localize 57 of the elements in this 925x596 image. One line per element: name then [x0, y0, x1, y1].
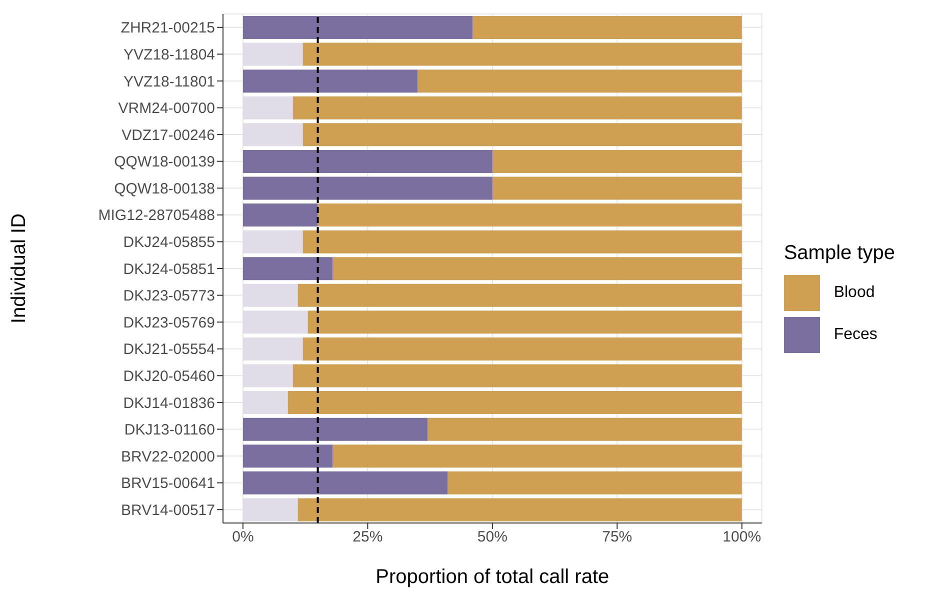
- y-tick-label: DKJ13-01160: [124, 422, 215, 439]
- y-tick-label: VRM24-00700: [118, 100, 215, 118]
- bar: [332, 257, 742, 280]
- bar: [242, 150, 492, 173]
- y-tick-label: VDZ17-00246: [122, 126, 215, 144]
- y-tick-label: DKJ20-05460: [123, 368, 215, 385]
- bar: [332, 444, 742, 468]
- y-tick-label: BRV22-02000: [121, 448, 215, 466]
- y-axis-title: Individual ID: [8, 213, 30, 324]
- bar: [492, 176, 742, 200]
- x-tick-label: 75%: [602, 528, 632, 546]
- bar: [302, 42, 742, 66]
- bar: [242, 176, 492, 200]
- y-tick-label: ZHR21-00215: [120, 20, 215, 37]
- y-tick-label: DKJ24-05855: [123, 234, 215, 252]
- y-tick-label: MIG12-28705488: [98, 207, 215, 224]
- y-tick-label: YVZ18-11801: [124, 73, 215, 90]
- bar: [418, 70, 742, 93]
- legend-title: Sample type: [784, 242, 895, 265]
- legend-label: Blood: [834, 284, 875, 302]
- bar: [298, 284, 742, 307]
- y-tick-label: DKJ23-05769: [123, 314, 215, 332]
- bar: [472, 16, 742, 39]
- y-tick-label: DKJ14-01836: [123, 394, 215, 412]
- x-tick-label: 25%: [352, 528, 383, 546]
- y-tick-label: QQW18-00139: [114, 154, 215, 171]
- y-tick-label: YVZ18-11804: [124, 46, 215, 64]
- y-tick-label: BRV14-00517: [121, 502, 215, 519]
- bar: [298, 498, 742, 522]
- x-tick-label: 0%: [232, 528, 254, 546]
- bar: [318, 204, 742, 227]
- bar: [242, 471, 448, 494]
- bar: [308, 310, 742, 334]
- bar: [302, 123, 742, 146]
- y-tick-label: DKJ24-05851: [123, 260, 215, 278]
- bar: [242, 70, 418, 93]
- bar: [242, 204, 318, 227]
- bar: [292, 96, 742, 120]
- legend-label: Feces: [834, 326, 878, 344]
- bar: [242, 257, 333, 280]
- bar: [242, 418, 428, 441]
- x-tick-label: 50%: [477, 528, 508, 546]
- bar: [302, 337, 742, 360]
- bar: [242, 444, 333, 468]
- y-tick-label: BRV15-00641: [121, 475, 215, 492]
- bar: [492, 150, 742, 173]
- bar: [428, 418, 742, 441]
- bar: [242, 16, 472, 39]
- bar: [292, 364, 742, 388]
- bar: [288, 391, 742, 414]
- bar: [448, 471, 742, 494]
- y-tick-label: DKJ23-05773: [123, 288, 215, 305]
- y-tick-label: QQW18-00138: [114, 180, 215, 198]
- x-tick-label: 100%: [722, 528, 762, 546]
- bar: [302, 230, 742, 254]
- y-tick-label: DKJ21-05554: [123, 341, 215, 358]
- x-axis-title: Proportion of total call rate: [376, 566, 610, 588]
